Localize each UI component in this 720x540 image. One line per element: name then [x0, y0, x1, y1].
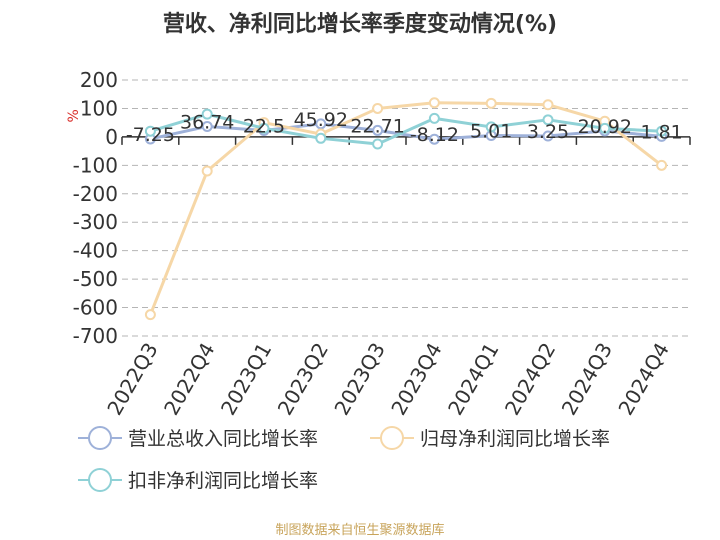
- y-tick-label: -600: [73, 296, 118, 320]
- data-point: [201, 120, 213, 132]
- data-point: [485, 121, 497, 133]
- data-point: [315, 118, 327, 130]
- x-tick-label: 2023Q1: [216, 339, 276, 420]
- x-tick-label: 2024Q1: [443, 339, 503, 420]
- y-tick-label: -500: [73, 267, 118, 291]
- x-tick-label: 2024Q2: [500, 339, 560, 420]
- data-point: [258, 122, 270, 134]
- x-tick-label: 2023Q2: [273, 339, 333, 420]
- x-tick-label: 2024Q3: [557, 339, 617, 420]
- data-label: 5.01: [470, 120, 512, 142]
- x-tick-label: 2022Q4: [159, 339, 219, 420]
- legend-item-net-profit[interactable]: 归母净利润同比增长率: [370, 424, 610, 451]
- data-point: [201, 108, 213, 120]
- x-tick-label: 2023Q4: [386, 339, 446, 420]
- legend-label-deducted-profit: 扣非净利润同比增长率: [128, 470, 319, 492]
- legend-marker-deducted-profit: [88, 467, 112, 492]
- data-point: [201, 165, 213, 177]
- data-label: 3.25: [527, 121, 569, 143]
- y-tick-label: -300: [73, 210, 118, 234]
- data-point: [542, 130, 554, 142]
- chart-title: 营收、净利同比增长率季度变动情况(%): [162, 12, 558, 37]
- legend-marker-revenue: [88, 425, 112, 450]
- x-tick-label: 2024Q4: [613, 339, 673, 420]
- data-point: [542, 114, 554, 126]
- legend-swatch-deducted-profit: [78, 467, 122, 493]
- data-label: 22.71: [350, 115, 404, 137]
- legend-item-revenue[interactable]: 营业总收入同比增长率: [78, 424, 318, 451]
- legend-label-revenue: 营业总收入同比增长率: [128, 428, 319, 450]
- data-point: [599, 122, 611, 134]
- data-point: [144, 125, 156, 137]
- data-point: [428, 112, 440, 124]
- data-point: [372, 102, 384, 114]
- y-tick-label: -400: [73, 239, 118, 263]
- y-tick-label: -100: [73, 153, 118, 177]
- series-line-1: [149, 101, 663, 316]
- data-point: [656, 125, 668, 137]
- x-tick-label: 2023Q3: [329, 339, 389, 420]
- legend-swatch-net-profit: [370, 425, 414, 451]
- data-point: [372, 124, 384, 136]
- data-point: [542, 99, 554, 111]
- legend-label-net-profit: 归母净利润同比增长率: [420, 428, 611, 450]
- series-group: [144, 97, 668, 321]
- y-axis-label: %: [66, 109, 82, 122]
- data-point: [315, 132, 327, 144]
- legend-item-deducted-profit[interactable]: 扣非净利润同比增长率: [78, 466, 318, 493]
- data-point: [372, 138, 384, 150]
- x-tick-label: 2022Q3: [102, 339, 162, 420]
- data-label: -7.25: [126, 124, 175, 146]
- y-tick-label: 200: [80, 68, 118, 92]
- data-label: 45.92: [294, 109, 348, 131]
- data-label: 22.5: [243, 115, 285, 137]
- y-tick-label: 100: [80, 96, 118, 120]
- y-tick-label: -200: [73, 182, 118, 206]
- series-line-2: [149, 112, 662, 146]
- data-point: [144, 309, 156, 321]
- data-source-note: 制图数据来自恒生聚源数据库: [275, 523, 445, 538]
- data-point: [428, 97, 440, 109]
- data-point: [428, 133, 440, 145]
- x-axis: 2022Q32022Q42023Q12023Q22023Q32023Q42024…: [102, 136, 691, 420]
- legend-marker-net-profit: [380, 425, 404, 450]
- y-axis: 200 100 0 -100 -200 -300 -400 -500 -600 -700%: [66, 68, 118, 348]
- series-line-0: [150, 122, 662, 141]
- y-tick-label: 0: [105, 125, 118, 149]
- grid-lines: [122, 79, 690, 337]
- data-label: -8.12: [410, 124, 459, 146]
- data-label: 1.81: [640, 121, 682, 143]
- y-tick-label: -700: [73, 324, 118, 348]
- data-point: [485, 97, 497, 109]
- data-point: [656, 159, 668, 171]
- legend-swatch-revenue: [78, 425, 122, 451]
- data-label: 20.92: [578, 116, 632, 138]
- data-label: 36.74: [180, 111, 234, 133]
